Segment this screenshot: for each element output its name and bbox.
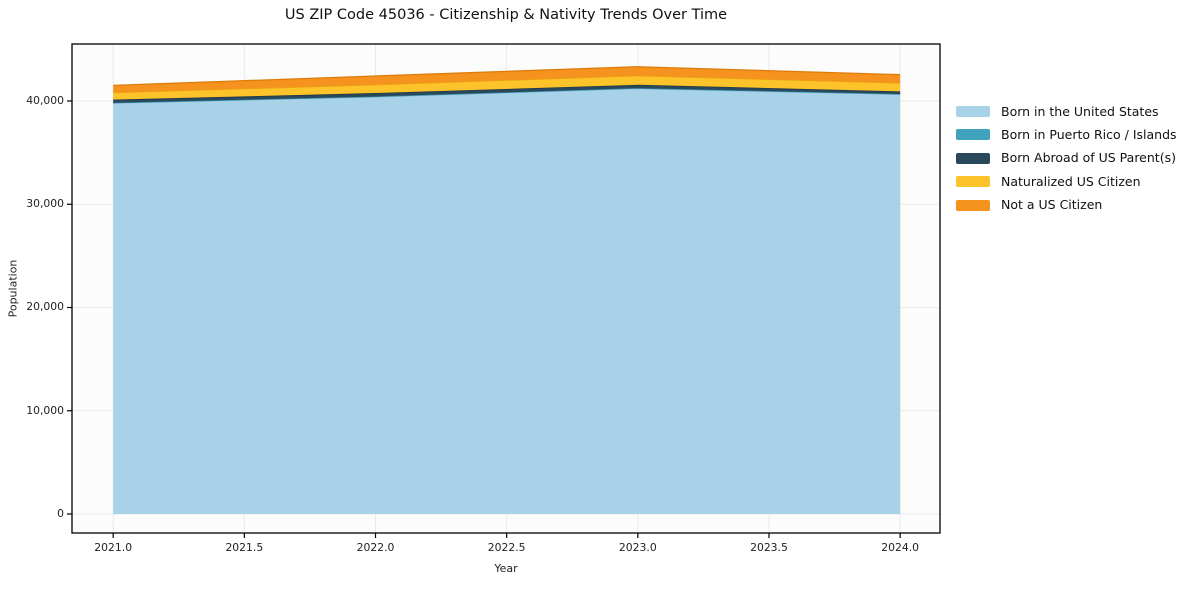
y-tick-label: 0: [57, 507, 64, 520]
x-tick-label: 2023.0: [618, 541, 657, 554]
x-axis-label: Year: [494, 562, 518, 575]
legend-label: Born Abroad of US Parent(s): [1001, 150, 1176, 166]
legend-label: Born in Puerto Rico / Islands: [1001, 126, 1177, 142]
area-born-abroad-of-us-parent-s-: [113, 84, 901, 103]
y-tick-label: 30,000: [26, 197, 64, 211]
y-tick-label: 20,000: [26, 300, 64, 314]
area-edge: [113, 66, 901, 87]
legend-swatch: [956, 106, 990, 117]
legend-item: Born in Puerto Rico / Islands: [956, 126, 1177, 142]
legend-item: Naturalized US Citizen: [956, 173, 1177, 189]
legend-item: Born Abroad of US Parent(s): [956, 150, 1177, 166]
legend-swatch: [956, 199, 990, 211]
x-tick-label: 2023.5: [750, 541, 788, 554]
legend-item: Not a US Citizen: [956, 197, 1177, 213]
x-tick-label: 2022.5: [487, 541, 526, 554]
y-tick-label: 40,000: [26, 93, 64, 107]
chart-title: US ZIP Code 45036 - Citizenship & Nativi…: [284, 7, 728, 23]
area-not-a-us-citizen: [113, 66, 901, 93]
area-naturalized-us-citizen: [113, 75, 901, 100]
y-tick-label: 10,000: [26, 403, 64, 417]
legend-swatch: [956, 152, 990, 164]
legend-item: Born in the United States: [956, 103, 1177, 119]
x-tick-label: 2021.5: [225, 541, 264, 554]
legend-label: Not a US Citizen: [1001, 197, 1103, 213]
legend-swatch: [956, 129, 990, 141]
x-tick-label: 2021.0: [94, 541, 133, 554]
x-tick-label: 2024.0: [881, 541, 920, 554]
legend: Born in the United States Born in Puerto …: [956, 103, 1177, 223]
y-axis-label: Population: [6, 259, 20, 318]
legend-swatch: [956, 176, 990, 188]
axes-frame: [71, 43, 941, 534]
legend-label: Born in the United States: [1001, 103, 1159, 119]
area-born-in-the-united-states: [113, 88, 901, 514]
legend-label: Naturalized US Citizen: [1001, 173, 1141, 189]
x-tick-label: 2022.0: [356, 541, 395, 554]
